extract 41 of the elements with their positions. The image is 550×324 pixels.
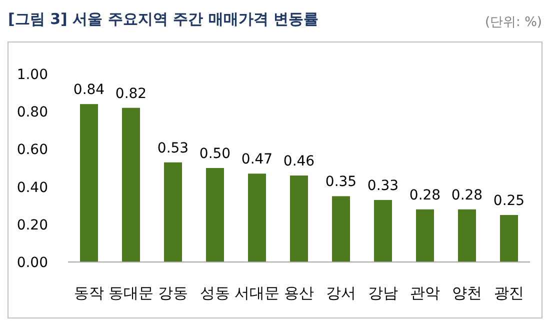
bar — [80, 104, 98, 262]
data-label: 0.33 — [367, 178, 399, 194]
data-label: 0.28 — [409, 187, 441, 204]
data-label: 0.25 — [493, 193, 525, 209]
x-tick-label: 용산 — [284, 284, 314, 302]
data-label: 0.35 — [325, 174, 357, 190]
bar — [122, 108, 140, 262]
x-tick-label: 강서 — [326, 284, 356, 302]
data-label: 0.50 — [199, 146, 231, 162]
y-tick-label: 0.40 — [16, 180, 48, 196]
bar — [290, 176, 308, 262]
x-tick-label: 양천 — [452, 284, 482, 302]
bar — [164, 162, 182, 262]
bar — [332, 196, 350, 262]
bar — [248, 174, 266, 262]
x-tick-label: 동작 — [74, 284, 104, 302]
y-tick-label: 1.00 — [16, 67, 48, 83]
y-tick-label: 0.00 — [16, 255, 48, 271]
data-label: 0.82 — [115, 86, 147, 102]
bar — [500, 215, 518, 262]
data-label: 0.28 — [451, 187, 483, 204]
bar — [206, 168, 224, 262]
bar — [458, 209, 476, 262]
chart-title: [그림 3] 서울 주요지역 주간 매매가격 변동률 — [8, 10, 318, 28]
data-label: 0.46 — [283, 154, 315, 170]
y-tick-label: 0.60 — [16, 142, 48, 158]
text: (단위: %) — [484, 15, 542, 30]
x-tick-label: 서대문 — [234, 284, 280, 302]
bar — [374, 200, 392, 262]
y-tick-label: 0.80 — [16, 104, 48, 121]
x-tick-label: 성동 — [200, 284, 230, 302]
bar — [416, 209, 434, 262]
x-tick-label: 동대문 — [108, 284, 154, 302]
x-tick-label: 관악 — [410, 284, 440, 302]
y-tick-label: 0.20 — [16, 217, 48, 234]
data-label: 0.47 — [241, 152, 273, 168]
x-tick-label: 강동 — [158, 284, 188, 302]
data-label: 0.84 — [73, 82, 105, 98]
x-tick-label: 강남 — [368, 284, 398, 302]
data-label: 0.53 — [157, 140, 189, 156]
x-tick-label: 광진 — [494, 284, 524, 302]
